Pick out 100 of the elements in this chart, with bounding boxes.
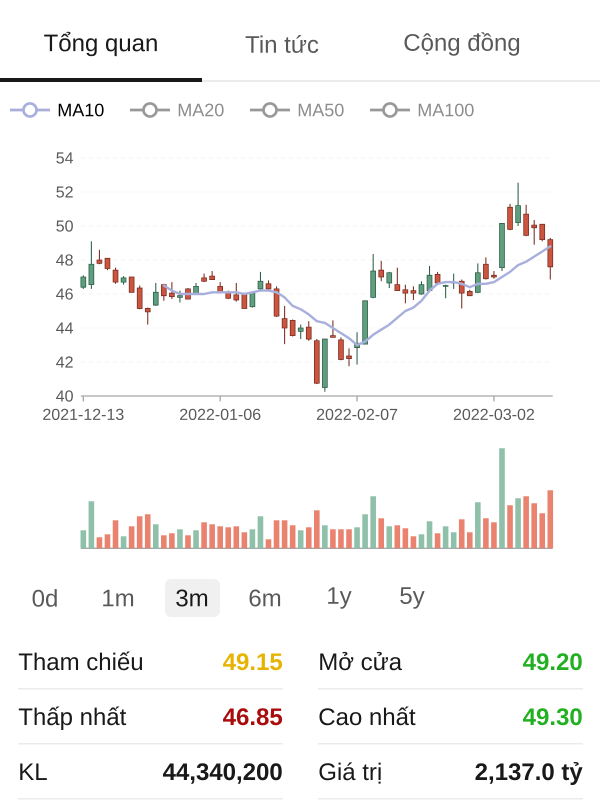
bar [402,528,408,548]
bar [370,496,376,548]
bar [458,519,465,548]
candlestick [394,267,400,292]
candlestick [523,204,529,237]
candlestick [96,249,102,265]
candlestick [410,286,416,300]
bar [418,534,424,548]
bar [266,539,272,548]
candlestick [426,265,432,293]
candlestick [128,276,134,293]
bar [483,518,489,548]
bar [346,529,352,548]
text: MA20 [178,104,224,116]
bar [120,536,126,548]
bar [104,534,110,548]
bar [338,529,344,548]
candlestick [402,284,408,304]
bar [298,530,304,548]
candlestick [233,282,240,302]
bar [88,501,94,548]
candlestick [507,203,513,231]
bar [193,530,199,548]
bar [354,527,360,548]
bar [547,490,554,548]
y-tick-label: 46 [56,288,73,300]
x-tick-label: 2021-12-13 [43,408,124,420]
candlestick [346,348,352,367]
bar [80,530,86,548]
bar [314,510,320,548]
bar [475,502,481,548]
text: 49.20 [523,653,582,670]
candlestick [152,282,159,306]
candlestick [330,320,336,338]
bar [507,505,513,548]
candlestick [298,324,304,340]
bar [258,516,264,548]
text: 1m [103,590,134,606]
text: Tin tức [246,35,318,53]
bar [378,518,384,548]
text: MA50 [298,104,344,116]
candlestick [258,271,264,290]
text: 44,340,200 [162,763,282,784]
bar [233,526,240,548]
bar [282,520,288,548]
text: 3m [176,589,208,606]
text: Giá trị [319,762,381,784]
bar [330,529,336,548]
candlestick [88,240,94,290]
bar [466,532,473,548]
bar [442,526,448,548]
bar [450,532,456,548]
text: 1y [328,587,352,609]
candlestick [290,318,296,338]
x-tick-label: 2022-01-06 [180,408,260,420]
candlestick [515,182,521,227]
text: Cộng đồng [404,32,520,56]
bar [523,496,529,548]
candlestick [386,271,392,289]
bar [185,535,191,548]
candlestick [531,220,538,246]
y-tick-label: 54 [56,152,74,164]
bar [322,525,328,548]
candlestick [418,280,424,296]
bar [306,527,312,548]
bar [362,514,368,548]
bar [177,529,183,548]
bar [290,525,296,548]
bar [144,514,151,548]
bar [499,448,505,548]
text: 6m [250,589,280,606]
bar [209,524,215,548]
bar [242,532,248,548]
bar [515,498,521,548]
candlestick [539,224,546,242]
candlestick [136,284,142,310]
bar [434,533,440,548]
candlestick [104,258,110,271]
candlestick [169,282,175,300]
text: 49.30 [523,708,582,726]
candlestick [378,260,384,282]
candlestick [144,307,151,326]
bar [410,536,416,548]
candlestick [442,284,448,299]
candlestick [80,274,86,290]
text: 49.15 [223,653,282,670]
y-tick-label: 44 [56,322,74,334]
text: 5y [400,587,425,609]
text: Thấp nhất [18,706,126,730]
text: Tham chiếu [18,652,142,670]
y-tick-label: 52 [56,186,73,198]
text: Mở cửa [320,652,402,670]
candlestick [483,256,489,280]
bar [161,535,167,548]
bar [426,521,432,548]
bar [491,522,497,548]
x-tick-label: 2022-03-02 [454,408,534,420]
y-tick-label: 48 [56,254,73,266]
candlestick [282,305,288,345]
text: KL [20,763,47,780]
